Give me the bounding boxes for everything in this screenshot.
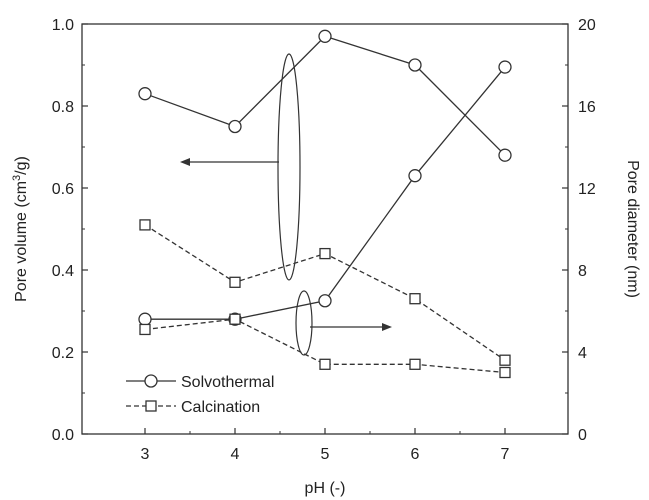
data-point-solvothermal-left [228, 119, 242, 134]
data-point-solvothermal-right [138, 312, 152, 326]
data-point-solvothermal-right [408, 169, 422, 183]
legend-item-solvothermal: Solvothermal [126, 374, 274, 391]
data-point-calcination-right [139, 323, 151, 336]
legend-label-solvothermal: Solvothermal [181, 374, 274, 391]
data-point-solvothermal-left [408, 58, 422, 72]
x-axis-title: pH (-) [305, 480, 346, 497]
data-point-calcination-right [319, 358, 331, 370]
data-point-calcination-left [139, 219, 151, 231]
series-line-solvothermal-right [145, 66, 506, 320]
right-y-axis-title: Pore diameter (nm) [624, 160, 641, 298]
right-y-tick-label: 12 [578, 181, 596, 198]
data-point-calcination-left [499, 354, 511, 366]
plot-frame [81, 23, 569, 435]
data-point-calcination-right [499, 366, 511, 379]
left-y-tick-label: 0.8 [52, 99, 74, 116]
right-y-tick-label: 4 [578, 345, 587, 362]
left-y-axis-title: Pore volume (cm3/g) [11, 156, 30, 302]
x-tick-label: 4 [231, 446, 240, 463]
annotation-layer [180, 53, 392, 356]
right-axis-arrow-head [382, 323, 392, 331]
series-line-solvothermal-left [144, 35, 506, 156]
legend-item-calcination: Calcination [126, 399, 260, 416]
data-point-calcination-right [409, 358, 421, 370]
series-layer [138, 29, 512, 379]
right-y-tick-label: 16 [578, 99, 596, 116]
data-point-solvothermal-left [138, 87, 152, 101]
left-y-tick-label: 1.0 [52, 17, 74, 34]
data-point-calcination-right [229, 313, 241, 325]
data-point-solvothermal-left [498, 148, 512, 162]
series-line-calcination-right [144, 318, 506, 374]
series-line-calcination-left [144, 224, 506, 361]
legend-label-calcination: Calcination [181, 399, 260, 416]
left-y-tick-label: 0.2 [52, 345, 74, 362]
right-y-tick-label: 20 [578, 17, 596, 34]
left-y-tick-label: 0.0 [52, 427, 74, 444]
left-axis-group-ellipse [277, 53, 301, 281]
legend-circle-marker [144, 374, 158, 388]
x-tick-label: 7 [501, 446, 510, 463]
ticks-layer: 3 4 5 6 7 0.0 0.2 0.4 0.6 0.8 1.0 0 4 8 12 16 20 [52, 17, 596, 463]
data-point-solvothermal-right [498, 60, 512, 74]
data-point-solvothermal-left [318, 29, 332, 43]
data-point-calcination-left [409, 293, 421, 305]
x-tick-label: 6 [411, 446, 420, 463]
x-tick-label: 3 [141, 446, 150, 463]
legend-square-marker [145, 400, 157, 412]
legend: Solvothermal Calcination [126, 374, 274, 416]
left-y-tick-label: 0.4 [52, 263, 74, 280]
right-y-tick-label: 0 [578, 427, 587, 444]
left-y-tick-label: 0.6 [52, 181, 74, 198]
right-axis-group-ellipse [295, 290, 313, 356]
left-axis-arrow-head [180, 158, 190, 166]
data-point-calcination-left [229, 276, 241, 288]
right-y-tick-label: 8 [578, 263, 587, 280]
data-point-solvothermal-right [318, 294, 332, 308]
x-tick-label: 5 [321, 446, 330, 463]
data-point-calcination-left [319, 247, 331, 260]
